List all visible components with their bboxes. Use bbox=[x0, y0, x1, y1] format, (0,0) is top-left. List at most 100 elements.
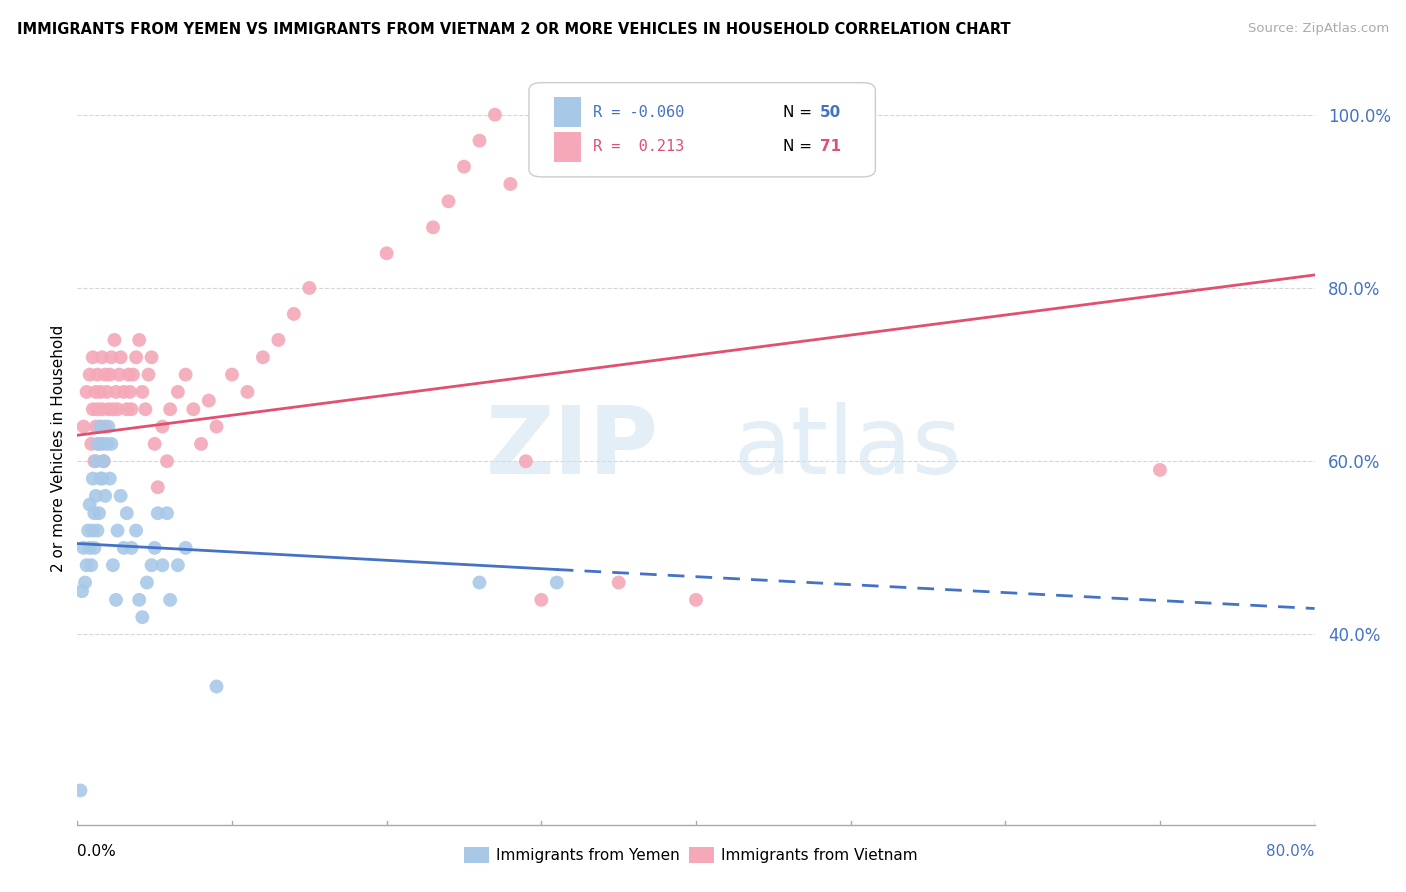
Point bbox=[156, 506, 179, 520]
Point bbox=[97, 419, 120, 434]
Point bbox=[190, 437, 212, 451]
Point bbox=[685, 592, 707, 607]
Point bbox=[90, 419, 111, 434]
Point bbox=[94, 419, 117, 434]
Point bbox=[91, 402, 114, 417]
Point bbox=[83, 454, 105, 468]
Point bbox=[468, 575, 491, 590]
Point bbox=[75, 575, 96, 590]
Point bbox=[117, 368, 139, 382]
Point bbox=[375, 246, 398, 260]
Point bbox=[82, 351, 104, 365]
Point bbox=[131, 610, 153, 624]
Point bbox=[437, 194, 460, 209]
Point bbox=[146, 480, 169, 494]
Point bbox=[136, 575, 159, 590]
Point bbox=[134, 402, 156, 417]
Point bbox=[76, 558, 98, 573]
Point bbox=[115, 402, 138, 417]
Point bbox=[205, 419, 228, 434]
Point bbox=[221, 368, 243, 382]
Text: ZIP: ZIP bbox=[486, 402, 659, 494]
Point bbox=[118, 384, 141, 399]
Point bbox=[97, 402, 120, 417]
Point bbox=[84, 419, 107, 434]
Point bbox=[530, 592, 553, 607]
Point bbox=[91, 471, 114, 485]
Point bbox=[125, 351, 148, 365]
Text: 71: 71 bbox=[820, 139, 841, 154]
Point bbox=[131, 384, 153, 399]
Point bbox=[515, 454, 537, 468]
Point bbox=[84, 489, 107, 503]
Point bbox=[121, 541, 143, 555]
Point bbox=[69, 783, 91, 797]
Point bbox=[546, 575, 568, 590]
Point bbox=[83, 541, 105, 555]
Point bbox=[80, 437, 103, 451]
Point bbox=[267, 333, 290, 347]
Point bbox=[152, 419, 174, 434]
Point bbox=[122, 368, 145, 382]
Point bbox=[110, 351, 132, 365]
Point bbox=[93, 454, 115, 468]
Point bbox=[107, 524, 129, 538]
Point bbox=[283, 307, 305, 321]
Point bbox=[79, 368, 101, 382]
Point bbox=[205, 680, 228, 694]
Point bbox=[141, 558, 163, 573]
Point bbox=[174, 541, 197, 555]
Point bbox=[167, 384, 190, 399]
FancyBboxPatch shape bbox=[529, 83, 876, 177]
Text: atlas: atlas bbox=[733, 402, 962, 494]
Point bbox=[96, 384, 118, 399]
Point bbox=[84, 384, 107, 399]
Text: 0.0%: 0.0% bbox=[77, 844, 117, 859]
Point bbox=[79, 541, 101, 555]
Point bbox=[94, 368, 117, 382]
Point bbox=[198, 393, 221, 408]
Text: N =: N = bbox=[783, 139, 817, 154]
Point bbox=[103, 333, 125, 347]
Point bbox=[100, 351, 122, 365]
Text: IMMIGRANTS FROM YEMEN VS IMMIGRANTS FROM VIETNAM 2 OR MORE VEHICLES IN HOUSEHOLD: IMMIGRANTS FROM YEMEN VS IMMIGRANTS FROM… bbox=[17, 22, 1011, 37]
Point bbox=[86, 402, 108, 417]
Point bbox=[107, 402, 129, 417]
Text: Immigrants from Yemen: Immigrants from Yemen bbox=[496, 848, 681, 863]
Text: Immigrants from Vietnam: Immigrants from Vietnam bbox=[721, 848, 918, 863]
Point bbox=[91, 351, 114, 365]
Point bbox=[80, 558, 103, 573]
Point bbox=[93, 454, 115, 468]
Point bbox=[82, 471, 104, 485]
Point bbox=[91, 437, 114, 451]
Point bbox=[159, 592, 181, 607]
Point bbox=[159, 402, 181, 417]
Point bbox=[125, 524, 148, 538]
Point bbox=[98, 368, 121, 382]
Point bbox=[72, 541, 94, 555]
Point bbox=[128, 333, 150, 347]
Text: R = -0.060: R = -0.060 bbox=[593, 104, 685, 120]
Text: Source: ZipAtlas.com: Source: ZipAtlas.com bbox=[1249, 22, 1389, 36]
Point bbox=[86, 437, 108, 451]
Point bbox=[607, 575, 630, 590]
Point bbox=[82, 524, 104, 538]
Point bbox=[101, 558, 124, 573]
Point bbox=[143, 541, 166, 555]
Point bbox=[70, 584, 93, 599]
Point bbox=[108, 368, 131, 382]
Point bbox=[72, 419, 94, 434]
Point bbox=[252, 351, 274, 365]
Point bbox=[138, 368, 160, 382]
Point bbox=[128, 592, 150, 607]
Point bbox=[76, 384, 98, 399]
Point bbox=[86, 368, 108, 382]
Point bbox=[484, 108, 506, 122]
Point bbox=[82, 402, 104, 417]
Point bbox=[1149, 463, 1171, 477]
Point bbox=[422, 220, 444, 235]
Point bbox=[112, 384, 135, 399]
Text: 50: 50 bbox=[820, 104, 841, 120]
Point bbox=[152, 558, 174, 573]
Point bbox=[143, 437, 166, 451]
